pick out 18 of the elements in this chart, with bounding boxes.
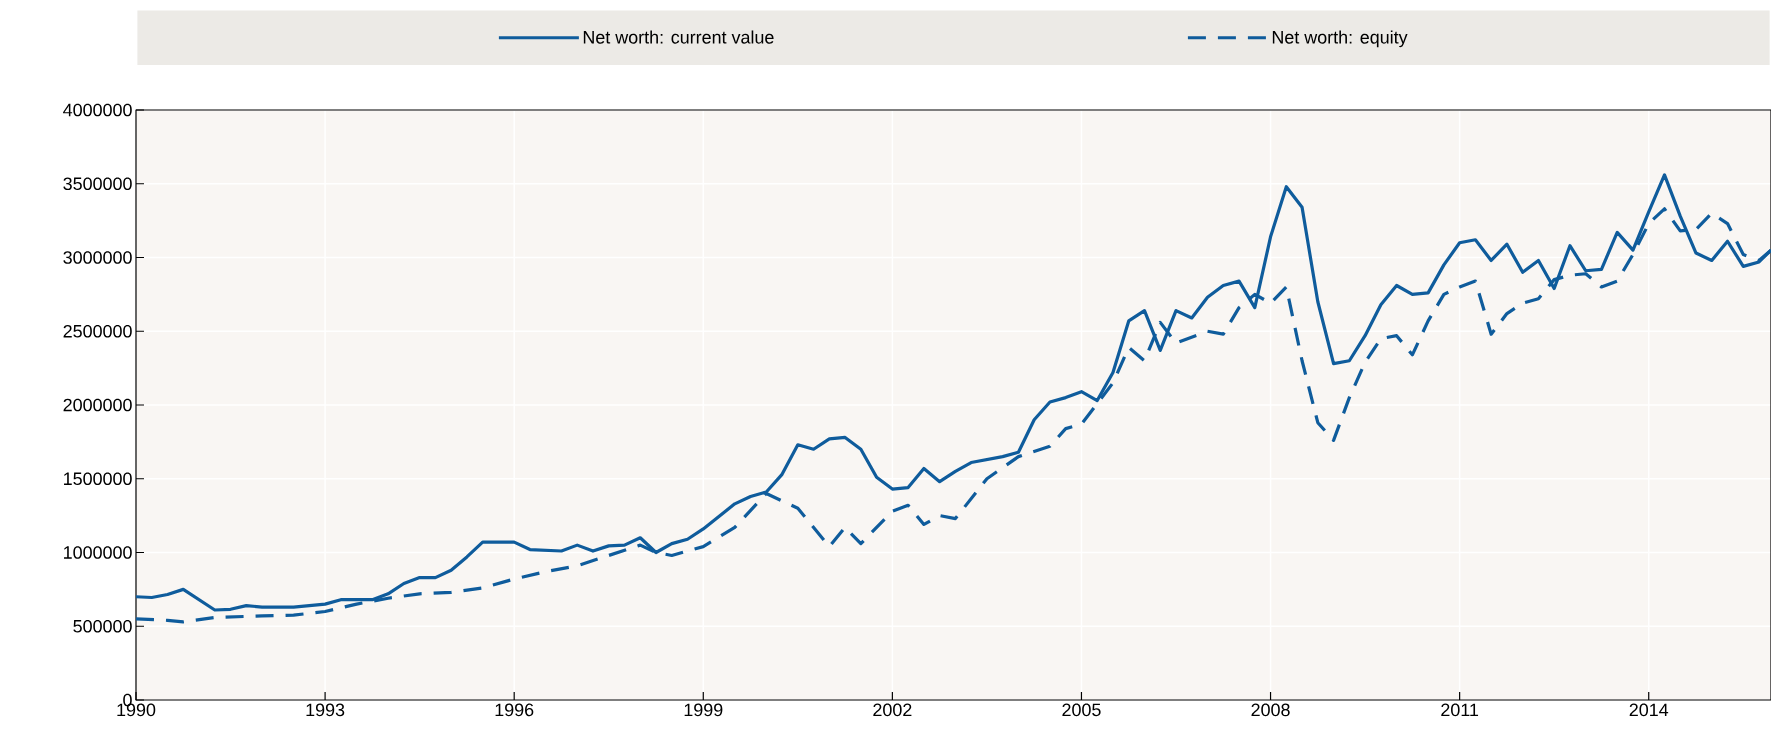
x-tick-label: 2014 bbox=[1629, 703, 1669, 717]
x-tick-label: 2002 bbox=[873, 703, 912, 717]
x-tick-label: 1993 bbox=[306, 703, 345, 717]
x-tick-label: 2008 bbox=[1251, 703, 1290, 717]
y-tick-label: 2000000 bbox=[63, 398, 132, 412]
y-tick-label: 500000 bbox=[73, 619, 132, 633]
legend-label: Net worth: current value bbox=[583, 30, 774, 44]
x-tick-label: 2005 bbox=[1062, 703, 1101, 717]
y-tick-label: 1000000 bbox=[64, 546, 132, 559]
y-tick-label: 4000000 bbox=[63, 103, 132, 117]
y-tick-label: 1500000 bbox=[64, 472, 132, 486]
y-tick-label: 3000000 bbox=[63, 251, 132, 264]
x-tick-label: 1999 bbox=[684, 703, 723, 717]
y-tick-label: 3500000 bbox=[63, 177, 132, 191]
x-tick-label: 1996 bbox=[495, 703, 534, 717]
legend-label: Net worth: equity bbox=[1272, 30, 1408, 48]
x-tick-label: 2011 bbox=[1441, 703, 1479, 717]
y-tick-label: 2500000 bbox=[63, 324, 132, 338]
